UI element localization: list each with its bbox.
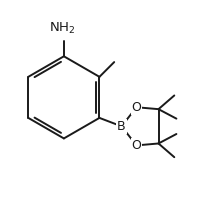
Text: O: O xyxy=(131,139,141,152)
Text: O: O xyxy=(131,101,141,114)
Text: NH$_2$: NH$_2$ xyxy=(49,21,75,36)
Text: B: B xyxy=(117,120,126,133)
